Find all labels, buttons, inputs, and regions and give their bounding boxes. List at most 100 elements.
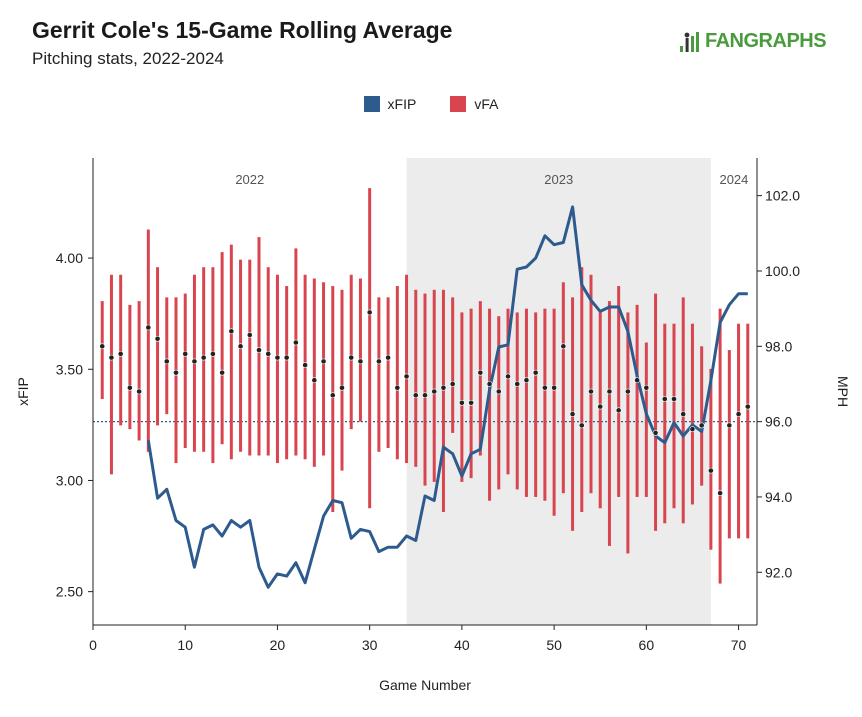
vfa-range-bar: [478, 301, 482, 456]
vfa-range-bar: [285, 286, 289, 460]
vfa-point: [191, 358, 198, 365]
legend: xFIP vFA: [0, 96, 862, 112]
legend-swatch-vfa: [450, 96, 467, 112]
vfa-point: [256, 347, 262, 353]
vfa-range-bar: [598, 312, 602, 509]
legend-label-xfip: xFIP: [387, 96, 417, 112]
x-tick-label-70: 70: [731, 637, 747, 653]
right-tick-label-100.0: 100.0: [765, 263, 800, 279]
x-tick-label-0: 0: [89, 637, 97, 653]
vfa-point: [560, 343, 567, 350]
vfa-range-bar: [358, 278, 362, 422]
vfa-point: [422, 392, 428, 399]
x-tick-label-20: 20: [270, 637, 286, 653]
left-axis-label: xFIP: [15, 377, 31, 406]
vfa-range-bar: [340, 289, 344, 471]
left-tick-label-3.00: 3.00: [56, 472, 83, 488]
vfa-point: [643, 384, 650, 391]
vfa-range-bar: [626, 312, 630, 554]
vfa-point: [182, 350, 189, 357]
x-axis-label: Game Number: [379, 677, 471, 693]
vfa-range-bar: [211, 267, 215, 464]
vfa-range-bar: [395, 286, 399, 460]
vfa-point: [302, 362, 309, 369]
vfa-point: [578, 422, 585, 429]
season-label-2024: 2024: [719, 172, 748, 187]
vfa-point: [126, 384, 133, 391]
vfa-range-bar: [746, 323, 750, 539]
vfa-point: [209, 350, 216, 357]
vfa-point: [431, 388, 438, 395]
vfa-point: [468, 399, 475, 406]
right-tick-label-92.0: 92.0: [765, 564, 792, 580]
vfa-range-bar: [266, 267, 270, 456]
vfa-range-bar: [617, 286, 621, 497]
x-tick-label-40: 40: [454, 637, 470, 653]
vfa-point: [136, 388, 143, 395]
right-axis-label: MPH: [835, 376, 851, 407]
vfa-range-bar: [460, 312, 464, 482]
vfa-range-bar: [137, 301, 141, 441]
legend-item-xfip[interactable]: xFIP: [363, 96, 417, 112]
vfa-range-bar: [294, 248, 298, 456]
vfa-point: [274, 354, 281, 361]
vfa-range-bar: [700, 346, 704, 486]
vfa-point: [477, 369, 484, 376]
vfa-point: [228, 328, 235, 335]
vfa-point: [744, 403, 751, 410]
xfip-line: [146, 205, 748, 589]
vfa-range-bar: [561, 282, 565, 494]
vfa-point: [173, 369, 179, 376]
vfa-point: [329, 392, 336, 399]
vfa-range-bar: [109, 274, 113, 475]
vfa-range-bar: [469, 308, 473, 479]
vfa-point: [246, 332, 253, 338]
vfa-range-bar: [128, 304, 132, 430]
x-tick-label-30: 30: [362, 637, 378, 653]
right-tick-label-102.0: 102.0: [765, 188, 800, 204]
vfa-range-bar: [552, 308, 556, 516]
vfa-point: [357, 358, 364, 365]
vfa-range-bar: [690, 323, 694, 505]
vfa-point: [726, 422, 733, 429]
vfa-point: [108, 354, 115, 361]
right-tick-label-98.0: 98.0: [765, 338, 792, 354]
x-tick-label-50: 50: [546, 637, 562, 653]
vfa-range-bar: [100, 301, 104, 400]
vfa-point: [440, 384, 447, 391]
vfa-point: [154, 335, 161, 342]
right-tick-label-94.0: 94.0: [765, 489, 792, 505]
vfa-point: [523, 377, 530, 384]
vfa-range-bar: [405, 274, 409, 464]
vfa-range-bar: [506, 308, 510, 475]
season-label-2023: 2023: [544, 172, 573, 187]
vfa-range-bar: [322, 282, 326, 456]
vfa-point: [145, 324, 152, 331]
left-tick-label-2.50: 2.50: [56, 584, 83, 600]
vfa-point: [486, 381, 493, 387]
vfa-range-bar: [672, 323, 676, 509]
vfa-range-bar: [146, 229, 150, 452]
vfa-range-bar: [524, 308, 528, 497]
vfa-point: [163, 358, 170, 365]
vfa-point: [292, 339, 299, 346]
vfa-range-bar: [635, 304, 639, 497]
vfa-point: [541, 384, 548, 391]
legend-item-vfa[interactable]: vFA: [450, 96, 498, 112]
fangraphs-logo-text: FANGRAPHS: [705, 30, 827, 52]
vfa-range-bar: [229, 244, 233, 460]
vfa-point: [652, 430, 659, 436]
vfa-point: [532, 369, 539, 376]
vfa-point: [551, 384, 558, 391]
vfa-point: [588, 388, 594, 395]
vfa-point: [375, 358, 382, 365]
vfa-range-bar: [377, 297, 381, 452]
vfa-range-bar: [414, 289, 418, 467]
vfa-point: [505, 373, 511, 380]
chart-subtitle: Pitching stats, 2022-2024: [32, 49, 224, 68]
vfa-range-bar: [488, 308, 492, 501]
vfa-point: [624, 388, 631, 395]
vfa-range-bar: [589, 274, 593, 494]
vfa-range-bar: [220, 252, 224, 445]
